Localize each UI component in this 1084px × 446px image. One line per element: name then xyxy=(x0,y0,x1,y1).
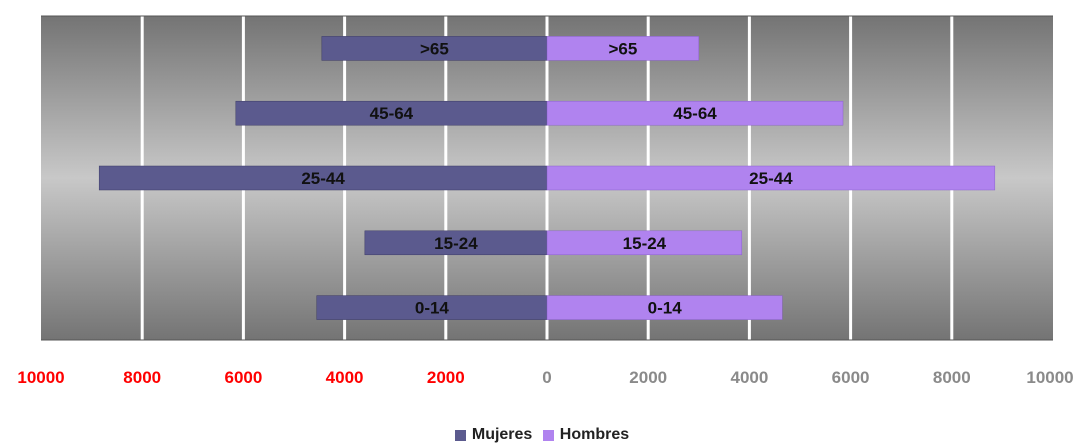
bar-hombres xyxy=(546,165,996,191)
x-tick-label: 2000 xyxy=(427,368,465,387)
legend-item-mujeres: Mujeres xyxy=(454,426,533,444)
bar-mujeres xyxy=(235,100,548,126)
x-tick-label: 8000 xyxy=(933,368,971,387)
bar-label-mujeres: >65 xyxy=(420,39,449,58)
legend-swatch-mujeres xyxy=(454,429,466,441)
bar-mujeres xyxy=(98,165,548,191)
bar-hombres xyxy=(546,100,844,126)
bar-hombres xyxy=(546,295,783,320)
bar-label-mujeres: 15-24 xyxy=(434,234,478,253)
bar-label-hombres: 45-64 xyxy=(673,104,717,123)
x-tick-label: 4000 xyxy=(730,368,768,387)
bar-label-mujeres: 0-14 xyxy=(415,299,450,318)
legend-item-hombres: Hombres xyxy=(542,426,630,444)
bar-label-hombres: >65 xyxy=(608,39,637,58)
legend-label-hombres: Hombres xyxy=(559,426,630,443)
bar-label-hombres: 0-14 xyxy=(648,299,683,318)
bar-hombres xyxy=(546,230,743,256)
x-tick-labels: 10000 8000 6000 4000 2000 0 2000 4000 6000 8000 10… xyxy=(17,368,1073,387)
bars-group: >65 >65 45-64 45-64 25-44 25-44 15-24 15-24 0-14… xyxy=(98,36,996,320)
x-tick-label: 6000 xyxy=(832,368,870,387)
x-tick-label: 10000 xyxy=(1026,368,1073,387)
legend-label-mujeres: Mujeres xyxy=(471,426,533,443)
bar-label-hombres: 15-24 xyxy=(623,234,667,253)
bar-label-mujeres: 45-64 xyxy=(370,104,414,123)
x-tick-label: 8000 xyxy=(123,368,161,387)
x-tick-label: 4000 xyxy=(326,368,364,387)
legend-swatch-hombres xyxy=(542,429,554,441)
x-tick-label: 0 xyxy=(542,368,551,387)
bar-mujeres xyxy=(364,230,548,256)
bar-label-hombres: 25-44 xyxy=(749,169,793,188)
bar-mujeres xyxy=(316,295,548,320)
legend: Mujeres Hombres xyxy=(0,426,1084,446)
x-tick-label: 6000 xyxy=(224,368,262,387)
x-tick-label: 10000 xyxy=(17,368,64,387)
bar-hombres xyxy=(546,36,700,61)
bar-label-mujeres: 25-44 xyxy=(301,169,345,188)
x-tick-label: 2000 xyxy=(629,368,667,387)
